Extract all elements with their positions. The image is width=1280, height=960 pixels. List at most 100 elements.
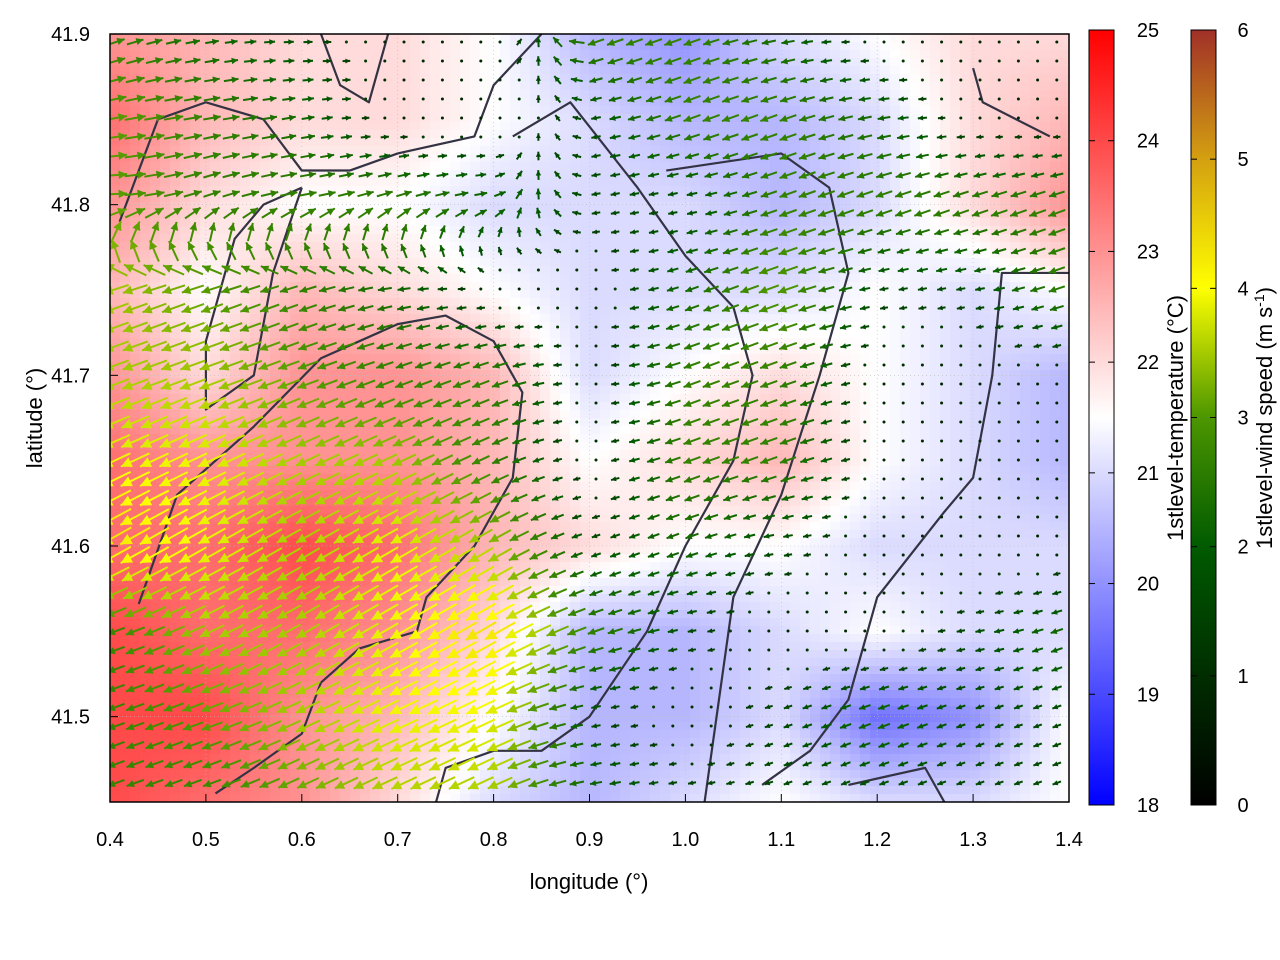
heatmap-cell — [1000, 74, 1011, 83]
heatmap-cell — [320, 370, 331, 379]
heatmap-cell — [130, 106, 141, 115]
heatmap-cell — [320, 66, 331, 75]
heatmap-cell — [610, 274, 621, 283]
heatmap-cell — [190, 410, 201, 419]
heatmap-cell — [440, 82, 451, 91]
heatmap-cell — [460, 386, 471, 395]
heatmap-cell — [980, 138, 991, 147]
heatmap-cell — [140, 122, 151, 131]
heatmap-cell — [870, 218, 881, 227]
heatmap-cell — [340, 370, 351, 379]
heatmap-cell — [870, 74, 881, 83]
heatmap-cell — [1030, 34, 1041, 43]
heatmap-cell — [710, 50, 721, 59]
heatmap-cell — [880, 146, 891, 155]
heatmap-cell — [580, 314, 591, 323]
heatmap-cell — [400, 58, 411, 67]
heatmap-cell — [1030, 106, 1041, 115]
heatmap-cell — [210, 82, 221, 91]
heatmap-cell — [990, 90, 1001, 99]
heatmap-cell — [380, 106, 391, 115]
heatmap-cell — [560, 218, 571, 227]
heatmap-cell — [350, 274, 361, 283]
heatmap-cell — [890, 362, 901, 371]
heatmap-cell — [730, 370, 741, 379]
heatmap-cell — [480, 82, 491, 91]
heatmap-cell — [340, 354, 351, 363]
heatmap-cell — [600, 82, 611, 91]
heatmap-cell — [370, 122, 381, 131]
heatmap-cell — [910, 162, 921, 171]
heatmap-cell — [760, 82, 771, 91]
heatmap-cell — [220, 226, 231, 235]
heatmap-cell — [670, 66, 681, 75]
heatmap-cell — [480, 146, 491, 155]
heatmap-cell — [660, 178, 671, 187]
heatmap-cell — [440, 146, 451, 155]
heatmap-cell — [500, 290, 511, 299]
heatmap-cell — [410, 106, 421, 115]
heatmap-cell — [330, 138, 341, 147]
heatmap-cell — [800, 122, 811, 131]
heatmap-cell — [180, 218, 191, 227]
heatmap-cell — [990, 202, 1001, 211]
heatmap-cell — [920, 386, 931, 395]
heatmap-cell — [790, 330, 801, 339]
heatmap-cell — [1010, 386, 1021, 395]
heatmap-cell — [570, 298, 581, 307]
heatmap-cell — [620, 178, 631, 187]
heatmap-cell — [270, 314, 281, 323]
heatmap-cell — [950, 90, 961, 99]
heatmap-cell — [1000, 386, 1011, 395]
heatmap-cell — [210, 122, 221, 131]
heatmap-cell — [360, 218, 371, 227]
heatmap-cell — [1020, 274, 1031, 283]
heatmap-cell — [320, 298, 331, 307]
heatmap-cell — [510, 330, 521, 339]
heatmap-cell — [620, 426, 631, 435]
heatmap-cell — [990, 66, 1001, 75]
heatmap-cell — [1050, 258, 1061, 267]
heatmap-cell — [840, 442, 851, 451]
heatmap-cell — [540, 330, 551, 339]
heatmap-cell — [980, 290, 991, 299]
heatmap-cell — [470, 74, 481, 83]
heatmap-cell — [920, 122, 931, 131]
heatmap-cell — [230, 410, 241, 419]
heatmap-cell — [380, 410, 391, 419]
heatmap-cell — [720, 410, 731, 419]
heatmap-cell — [250, 82, 261, 91]
heatmap-cell — [710, 386, 721, 395]
heatmap-cell — [520, 354, 531, 363]
heatmap-cell — [810, 122, 821, 131]
heatmap-cell — [1000, 354, 1011, 363]
heatmap-cell — [350, 74, 361, 83]
heatmap-cell — [900, 90, 911, 99]
heatmap-cell — [410, 234, 421, 243]
heatmap-cell — [840, 82, 851, 91]
heatmap-cell — [990, 258, 1001, 267]
heatmap-cell — [500, 146, 511, 155]
heatmap-cell — [670, 218, 681, 227]
heatmap-cell — [320, 138, 331, 147]
heatmap-cell — [1050, 106, 1061, 115]
heatmap-cell — [180, 274, 191, 283]
heatmap-cell — [480, 258, 491, 267]
heatmap-cell — [730, 234, 741, 243]
heatmap-cell — [480, 218, 491, 227]
heatmap-cell — [820, 162, 831, 171]
heatmap-cell — [640, 218, 651, 227]
heatmap-cell — [670, 298, 681, 307]
heatmap-cell — [250, 314, 261, 323]
heatmap-cell — [1030, 354, 1041, 363]
heatmap-cell — [900, 162, 911, 171]
heatmap-cell — [470, 162, 481, 171]
heatmap-cell — [350, 218, 361, 227]
heatmap-cell — [890, 106, 901, 115]
heatmap-cell — [570, 202, 581, 211]
heatmap-cell — [470, 202, 481, 211]
heatmap-cell — [840, 218, 851, 227]
heatmap-cell — [430, 114, 441, 123]
heatmap-cell — [450, 90, 461, 99]
heatmap-cell — [570, 162, 581, 171]
